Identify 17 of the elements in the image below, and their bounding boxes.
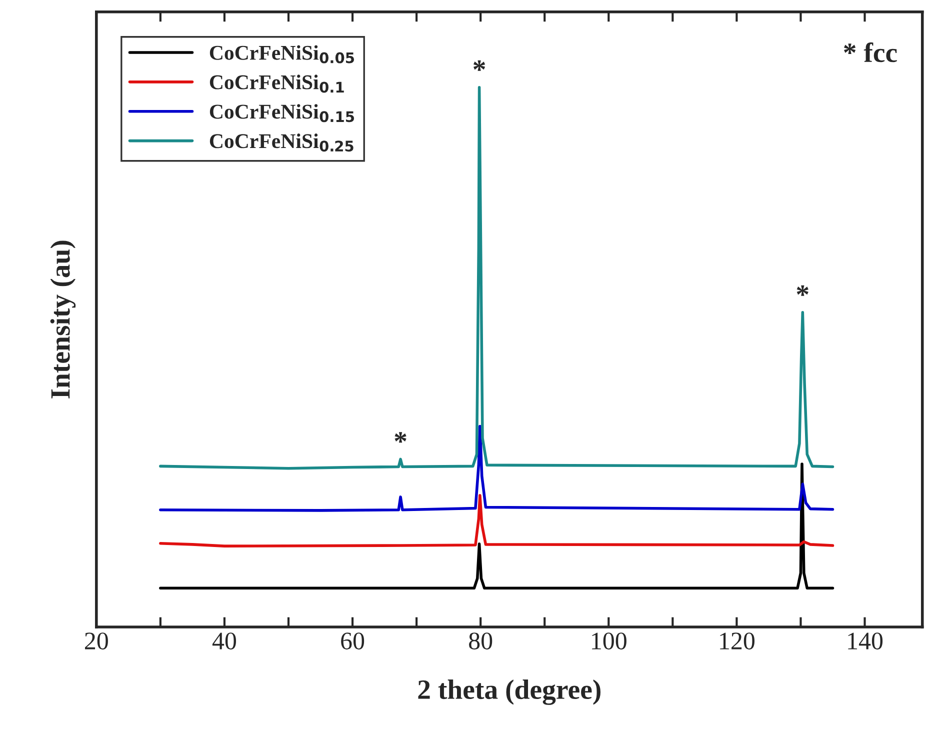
- annotation: *: [796, 285, 808, 296]
- x-tick-label: 60: [341, 632, 364, 650]
- x-tick-label: 20: [85, 632, 108, 650]
- x-axis-title: 2 theta (degree): [418, 680, 600, 705]
- legend-label: CoCrFeNiSi$_{0.25}$: [210, 134, 354, 152]
- x-tick-label: 80: [469, 632, 492, 650]
- text: * fcc: [844, 42, 897, 62]
- legend-label: CoCrFeNiSi$_{0.15}$: [210, 104, 354, 122]
- y-axis-title: Intensity (au): [50, 240, 76, 398]
- legend-label: CoCrFeNiSi$_{0.05}$: [210, 45, 354, 64]
- annotation: *: [394, 432, 406, 443]
- annotation: *: [474, 60, 486, 71]
- x-tick-label: 40: [212, 632, 236, 650]
- legend-label: CoCrFeNiSi$_{0.1}$: [210, 74, 344, 93]
- x-tick-label: 140: [848, 632, 883, 650]
- x-tick-label: 100: [592, 632, 626, 650]
- x-tick-label: 120: [720, 632, 754, 650]
